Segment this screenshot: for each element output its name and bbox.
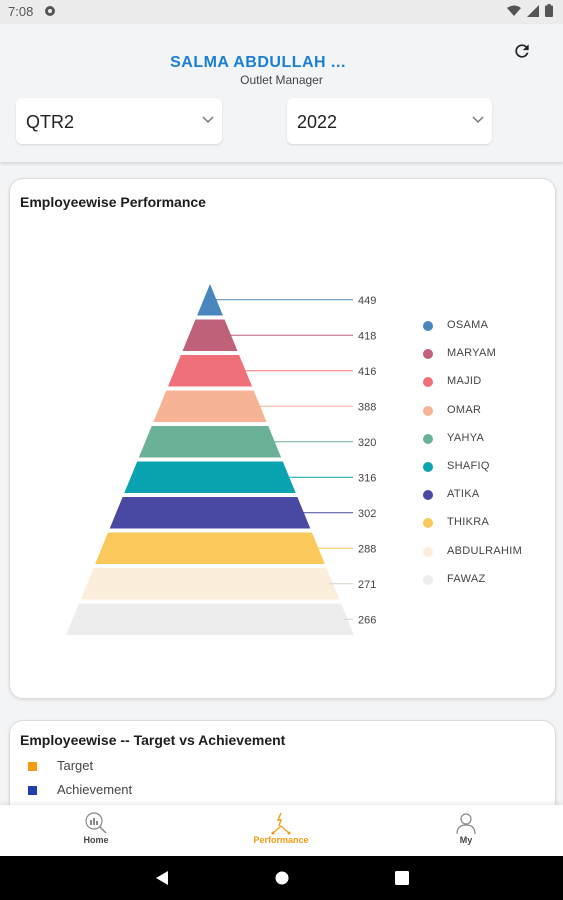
legend-dot xyxy=(423,405,433,416)
back-icon[interactable] xyxy=(155,870,169,886)
legend-label: YAHYA xyxy=(447,431,485,444)
pyramid-slice-yahya xyxy=(138,426,282,458)
app-header: SALMA ABDULLAH ... Outlet Manager QTR2 2… xyxy=(0,24,563,162)
pyramid-slice-majid xyxy=(167,355,253,387)
pyramid-chart: 449 418 416 388 320 316 302 288 271 266 xyxy=(66,284,376,635)
legend-label: THIKRA xyxy=(447,516,490,529)
pyramid-value-label: 320 xyxy=(358,437,376,449)
signal-icon xyxy=(527,4,539,17)
refresh-icon xyxy=(515,44,529,58)
legend-label: SHAFIQ xyxy=(447,460,490,472)
performance-icon xyxy=(271,812,291,835)
pyramid-value-label: 271 xyxy=(358,579,376,591)
chevron-down-icon xyxy=(202,116,214,124)
target-swatch xyxy=(28,762,37,771)
tva-card-title: Employeewise -- Target vs Achievement xyxy=(20,732,286,748)
user-role: Outlet Manager xyxy=(240,73,323,87)
nav-performance-label: Performance xyxy=(253,835,309,845)
refresh-button[interactable] xyxy=(509,38,535,64)
year-select-value: 2022 xyxy=(297,112,338,132)
legend-label: OMAR xyxy=(447,403,482,416)
pyramid-value-label: 388 xyxy=(358,401,376,413)
performance-card-title: Employeewise Performance xyxy=(20,194,206,210)
pyramid-slice-osama xyxy=(197,284,223,316)
legend-label: MAJID xyxy=(447,375,482,388)
wifi-icon xyxy=(507,5,521,16)
recents-icon[interactable] xyxy=(395,871,409,885)
pyramid-slice-maryam xyxy=(182,319,238,351)
system-navigation-bar xyxy=(0,856,563,900)
battery-icon xyxy=(545,4,553,17)
status-time: 7:08 xyxy=(8,4,34,19)
legend-dot xyxy=(423,490,433,501)
bottom-navigation: Home Performance My xyxy=(0,805,563,856)
pyramid-value-label: 418 xyxy=(358,330,376,342)
pyramid-slice-shafiq xyxy=(124,461,296,493)
legend-achievement-label: Achievement xyxy=(57,782,133,797)
pyramid-slice-atika xyxy=(109,497,311,529)
legend-dot xyxy=(423,546,433,557)
pyramid-value-label: 449 xyxy=(358,295,376,307)
legend-label: ATIKA xyxy=(447,488,480,501)
nav-home[interactable]: Home xyxy=(36,811,156,845)
legend-dot xyxy=(423,433,433,444)
legend-dot xyxy=(423,462,433,472)
nav-home-label: Home xyxy=(83,835,109,845)
legend-dot xyxy=(423,377,433,388)
chevron-down-icon xyxy=(472,116,484,124)
home-chart-icon xyxy=(85,812,107,834)
notification-icon xyxy=(45,6,55,16)
legend-dot xyxy=(423,574,433,585)
legend-label: MARYAM xyxy=(447,347,497,360)
year-select[interactable]: 2022 xyxy=(287,98,492,144)
pyramid-value-label: 316 xyxy=(358,472,376,484)
pyramid-value-label: 302 xyxy=(358,508,376,520)
legend-label: FAWAZ xyxy=(447,572,486,585)
legend-dot xyxy=(423,518,433,529)
pyramid-value-label: 288 xyxy=(358,543,376,555)
status-bar: 7:08 xyxy=(0,0,563,24)
legend-label: ABDULRAHIM xyxy=(447,544,523,557)
quarter-select[interactable]: QTR2 xyxy=(16,98,222,144)
user-icon xyxy=(456,813,476,835)
nav-my[interactable]: My xyxy=(406,811,526,845)
user-name: SALMA ABDULLAH ... xyxy=(170,54,346,71)
performance-card: Employeewise Performance 449 418 416 388 320… xyxy=(9,178,556,699)
legend-target-label: Target xyxy=(57,758,94,773)
nav-performance[interactable]: Performance xyxy=(221,811,341,845)
home-circle-icon[interactable] xyxy=(275,871,289,885)
achievement-swatch xyxy=(28,786,37,795)
legend-label: OSAMA xyxy=(447,319,489,331)
pyramid-slice-omar xyxy=(153,390,267,422)
legend-dot xyxy=(423,349,433,360)
pyramid-slice-abdulrahim xyxy=(80,568,340,600)
nav-my-label: My xyxy=(459,835,473,845)
pyramid-value-label: 416 xyxy=(358,366,376,378)
legend-dot xyxy=(423,321,433,331)
pyramid-slice-fawaz xyxy=(66,603,354,635)
quarter-select-value: QTR2 xyxy=(26,112,75,132)
pyramid-slice-thikra xyxy=(95,532,325,564)
pyramid-value-label: 266 xyxy=(358,614,376,626)
